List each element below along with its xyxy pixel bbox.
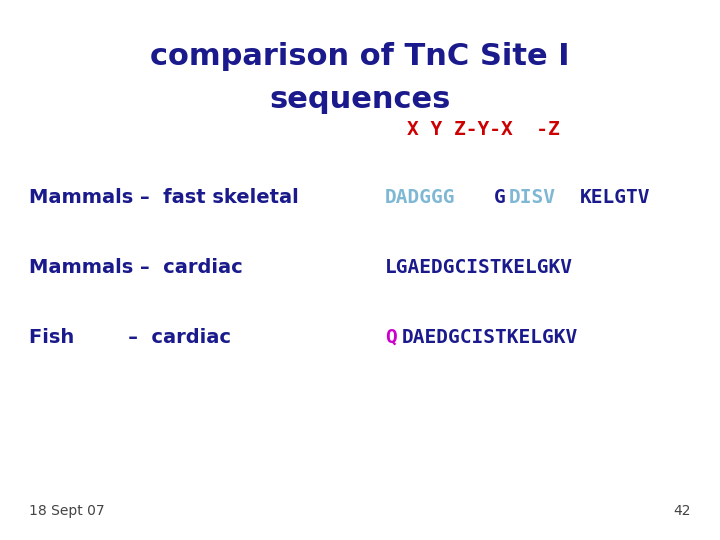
Text: comparison of TnC Site I: comparison of TnC Site I (150, 42, 570, 71)
Text: Mammals –  fast skeletal: Mammals – fast skeletal (29, 187, 299, 207)
Text: KELGTV: KELGTV (580, 187, 651, 207)
Text: Mammals –  cardiac: Mammals – cardiac (29, 258, 243, 277)
Text: DADGGG: DADGGG (385, 187, 456, 207)
Text: LGAEDGCISTKELGKV: LGAEDGCISTKELGKV (385, 258, 573, 277)
Text: Q: Q (385, 328, 397, 347)
Text: X Y Z-Y-X  -Z: X Y Z-Y-X -Z (407, 120, 559, 139)
Text: DISV: DISV (508, 187, 555, 207)
Text: G: G (494, 187, 505, 207)
Text: DAEDGCISTKELGKV: DAEDGCISTKELGKV (402, 328, 578, 347)
Text: Fish        –  cardiac: Fish – cardiac (29, 328, 231, 347)
Text: sequences: sequences (269, 85, 451, 114)
Text: 42: 42 (674, 504, 691, 518)
Text: 18 Sept 07: 18 Sept 07 (29, 504, 104, 518)
